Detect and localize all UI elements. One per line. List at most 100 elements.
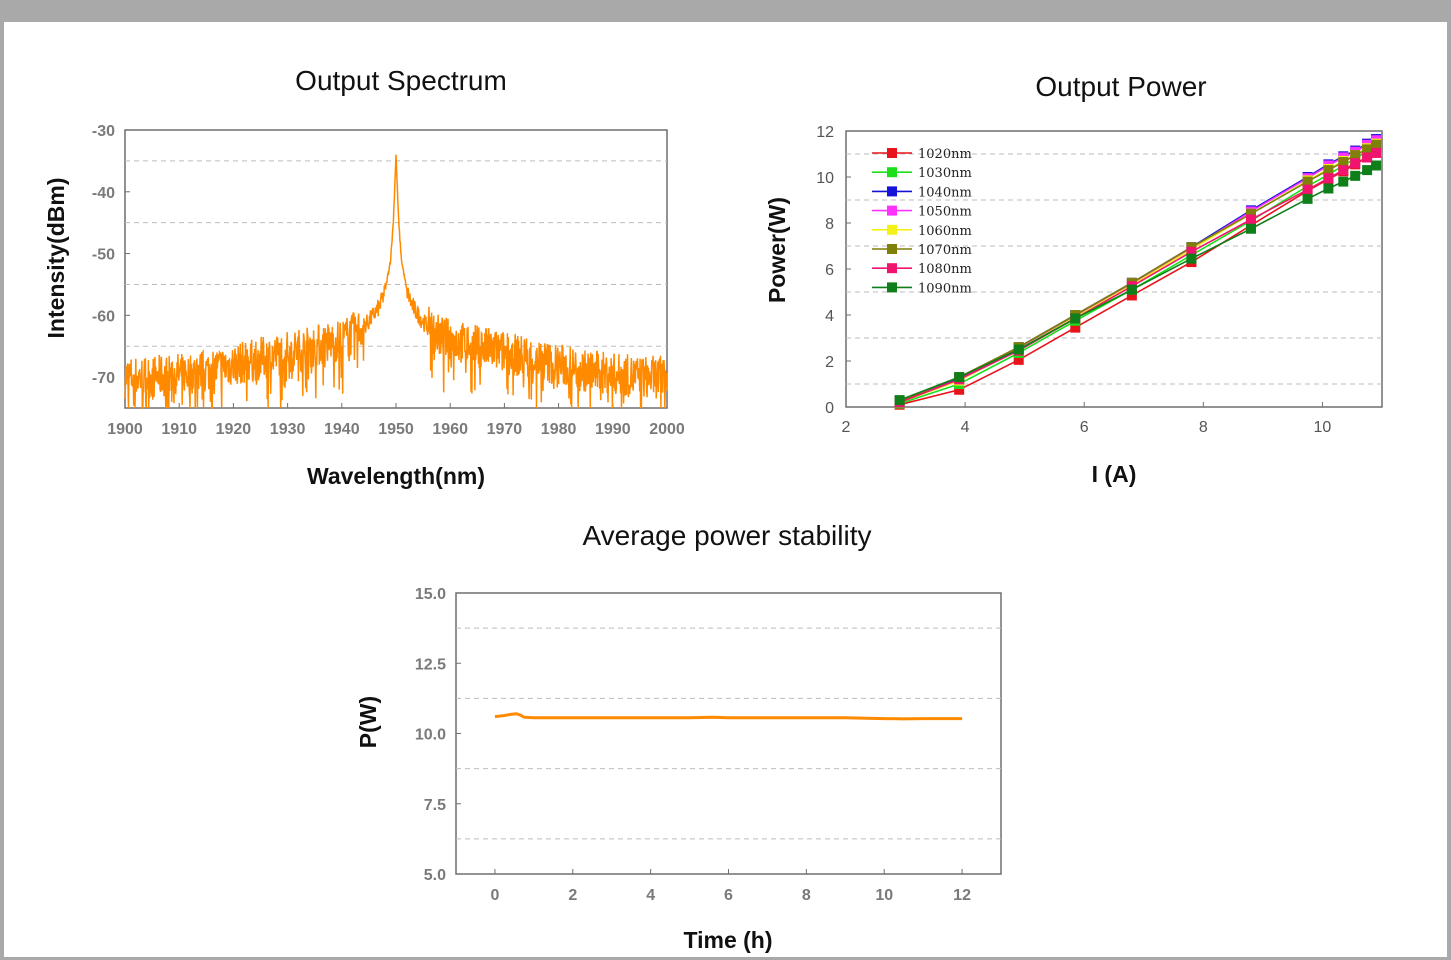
power-legend-label: 1060nm: [918, 224, 972, 239]
stability-ytick-label: 7.5: [424, 797, 446, 814]
power-point-1080nm: [1350, 158, 1361, 169]
power-xtick-label: 8: [1199, 419, 1208, 436]
stability-chart: Average power stability 15.0 12.5 10.0 7.5 5…: [355, 520, 1002, 953]
spectrum-title: Output Spectrum: [295, 65, 507, 96]
spectrum-xtick-label: 1900: [107, 421, 143, 438]
power-legend-marker: [887, 224, 897, 235]
stability-xtick-label: 10: [875, 887, 893, 904]
power-legend-label: 1040nm: [918, 185, 972, 200]
power-point-1020nm: [1126, 290, 1137, 301]
power-point-1070nm: [1323, 165, 1334, 176]
stability-ytick-label: 5.0: [424, 867, 446, 884]
power-point-1090nm: [894, 395, 905, 406]
power-legend-label: 1090nm: [918, 281, 972, 296]
stability-xtick-label: 4: [646, 887, 655, 904]
stability-xtick-label: 8: [802, 887, 811, 904]
spectrum-xtick-label: 1930: [270, 421, 306, 438]
power-ytick-label: 2: [825, 354, 834, 371]
power-point-1090nm: [1126, 284, 1137, 295]
power-point-1070nm: [1371, 139, 1382, 150]
power-point-1070nm: [1338, 157, 1349, 168]
spectrum-ylabel: Intensity(dBm): [43, 178, 69, 339]
power-ytick-label: 0: [825, 400, 834, 417]
power-legend-label: 1070nm: [918, 243, 972, 258]
power-legend-marker: [887, 244, 897, 254]
power-point-1080nm: [1186, 246, 1197, 257]
spectrum-xtick-label: 1970: [487, 421, 523, 438]
power-point-1080nm: [1302, 184, 1313, 195]
power-point-1090nm: [1245, 223, 1256, 234]
stability-xtick-label: 6: [724, 887, 733, 904]
power-ylabel: Power(W): [764, 197, 790, 303]
power-point-1070nm: [1302, 176, 1313, 187]
spectrum-xtick-label: 1910: [161, 421, 197, 438]
stability-ytick-label: 12.5: [415, 656, 446, 673]
power-ytick-label: 4: [825, 308, 834, 325]
power-point-1070nm: [1350, 150, 1361, 161]
spectrum-xtick-label: 1920: [216, 421, 252, 438]
spectrum-series-line: [124, 154, 668, 409]
power-point-1090nm: [1323, 183, 1334, 194]
spectrum-chart: Output Spectrum -30 -40 -50 -60 -70 1900 1910…: [43, 65, 685, 489]
stability-xtick-label: 2: [568, 887, 577, 904]
power-legend-label: 1030nm: [918, 166, 972, 181]
power-point-1090nm: [1013, 344, 1024, 355]
stability-xlabel: Time (h): [683, 927, 772, 953]
power-legend-label: 1020nm: [918, 147, 972, 162]
spectrum-xtick-label: 2000: [649, 421, 685, 438]
power-point-1080nm: [1362, 152, 1373, 163]
spectrum-xtick-label: 1950: [378, 421, 414, 438]
power-title: Output Power: [1035, 71, 1206, 102]
power-legend-marker: [887, 167, 897, 178]
spectrum-xtick-label: 1980: [541, 421, 577, 438]
power-legend-marker: [887, 263, 897, 274]
power-point-1080nm: [1371, 147, 1382, 158]
power-point-1020nm: [954, 384, 965, 395]
power-legend-label: 1050nm: [918, 205, 972, 220]
power-xtick-label: 10: [1314, 419, 1332, 436]
power-legend-marker: [887, 205, 897, 216]
spectrum-ytick-label: -40: [92, 185, 115, 202]
power-point-1090nm: [1362, 165, 1373, 176]
power-point-1090nm: [1371, 160, 1382, 171]
power-ytick-label: 12: [816, 124, 834, 141]
spectrum-ytick-label: -50: [92, 247, 115, 264]
power-point-1090nm: [1070, 313, 1081, 324]
power-point-1090nm: [1186, 253, 1197, 264]
stability-ylabel: P(W): [355, 696, 381, 748]
spectrum-xtick-label: 1940: [324, 421, 360, 438]
power-point-1080nm: [1338, 165, 1349, 176]
stability-ytick-label: 15.0: [415, 586, 446, 603]
power-point-1020nm: [1013, 354, 1024, 365]
power-ytick-label: 10: [816, 170, 834, 187]
spectrum-xtick-label: 1990: [595, 421, 631, 438]
power-point-1090nm: [1302, 193, 1313, 204]
stability-title: Average power stability: [583, 520, 872, 551]
spectrum-ytick-label: -70: [92, 370, 115, 387]
stability-series-line: [494, 712, 963, 721]
power-xtick-label: 4: [961, 419, 970, 436]
power-point-1070nm: [1362, 144, 1373, 155]
power-point-1090nm: [1338, 176, 1349, 187]
stability-ytick-label: 10.0: [415, 727, 446, 744]
power-xtick-label: 6: [1080, 419, 1089, 436]
power-legend-marker: [887, 282, 897, 293]
spectrum-xlabel: Wavelength(nm): [307, 463, 485, 489]
power-point-1090nm: [954, 372, 965, 383]
stability-plot-area: [455, 592, 1002, 875]
power-point-1090nm: [1350, 170, 1361, 181]
power-plot-area: [845, 130, 1383, 408]
spectrum-ytick-label: -60: [92, 308, 115, 325]
power-xlabel: I (A): [1092, 461, 1137, 487]
power-point-1020nm: [1070, 322, 1081, 333]
power-legend-marker: [887, 186, 897, 197]
power-point-1080nm: [1245, 214, 1256, 225]
power-legend-label: 1080nm: [918, 262, 972, 277]
power-point-1080nm: [1323, 173, 1334, 184]
spectrum-xtick-label: 1960: [432, 421, 468, 438]
power-xtick-label: 2: [842, 419, 851, 436]
spectrum-ytick-label: -30: [92, 123, 115, 140]
power-point-1070nm: [1245, 208, 1256, 219]
